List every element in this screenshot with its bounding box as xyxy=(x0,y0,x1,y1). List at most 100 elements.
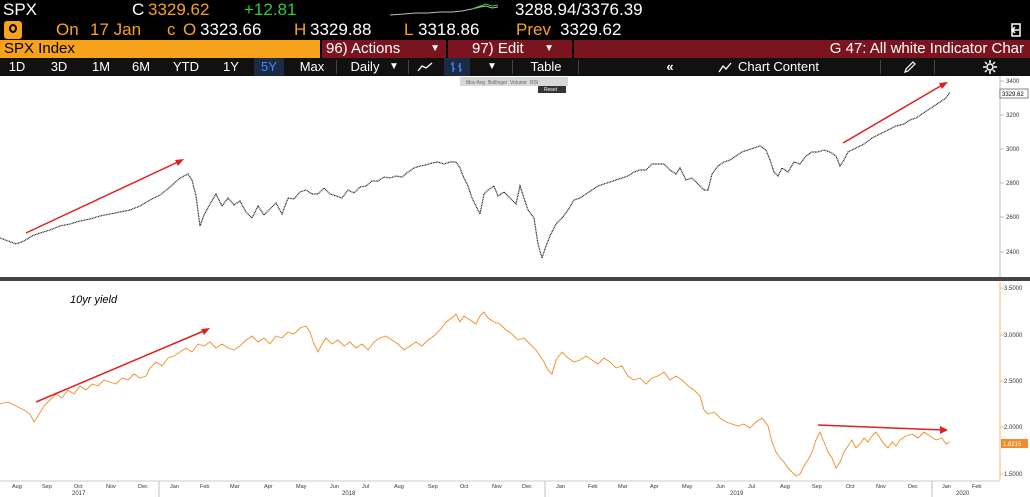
high-value: 3329.88 xyxy=(310,20,372,39)
top-price-axis: 3400 3200 3000 2800 2600 2400 3329.62 xyxy=(999,76,1029,278)
edit-menu[interactable]: 97) Edit ▼ xyxy=(448,40,572,58)
high-label: H xyxy=(294,20,307,39)
price-axis-tick: 3000 xyxy=(1006,147,1020,153)
prev-value: 3329.62 xyxy=(560,20,622,39)
price-axis-tick: 2800 xyxy=(1006,181,1020,187)
month-label: Sep xyxy=(428,484,438,490)
period-3d[interactable]: 3D xyxy=(50,59,68,74)
period-5y[interactable]: 5Y xyxy=(254,58,284,76)
period-toolbar: 1D 3D 1M 6M YTD 1Y 5Y Max Daily ▼ ▼ Tabl… xyxy=(0,58,1030,77)
trend-arrow xyxy=(25,159,184,234)
net-change: +12.81 xyxy=(244,0,297,19)
prev-label: Prev xyxy=(516,20,551,39)
yield-axis: 3.5000 3.0000 2.5000 2.0000 1.5000 1.821… xyxy=(999,282,1028,480)
chart-content-button[interactable]: Chart Content xyxy=(738,59,819,74)
yield-axis-tick: 1.5000 xyxy=(1004,472,1023,478)
collapse-icon[interactable]: « xyxy=(666,59,674,74)
legend-item: Bollinger xyxy=(488,80,508,86)
month-label: Oct xyxy=(846,484,855,490)
chevron-down-icon: ▼ xyxy=(544,43,554,54)
month-label: Nov xyxy=(106,484,116,490)
quote-date: 17 Jan xyxy=(90,20,142,39)
toolbar-row: SPX Index 96) Actions ▼ 97) Edit ▼ G 47:… xyxy=(0,40,1030,58)
edit-label: 97) Edit xyxy=(472,40,524,57)
month-label: Jan xyxy=(556,484,565,490)
trend-arrow xyxy=(35,328,210,403)
month-label: Mar xyxy=(618,484,628,490)
frequency-select[interactable]: Daily xyxy=(350,59,380,74)
table-button[interactable]: Table xyxy=(530,59,562,74)
chart-title: G 47: All white Indicator Char xyxy=(829,40,1024,57)
actions-label: 96) Actions xyxy=(326,40,401,57)
year-label: 2017 xyxy=(72,491,86,497)
chevron-down-icon[interactable]: ▼ xyxy=(487,61,497,72)
month-label: Jul xyxy=(748,484,755,490)
month-label: Sep xyxy=(812,484,822,490)
month-label: Oct xyxy=(74,484,83,490)
line-chart-icon[interactable] xyxy=(414,58,436,76)
month-label: Aug xyxy=(780,484,790,490)
month-labels: Aug Sep Oct Nov Dec Jan Feb Mar Apr May … xyxy=(12,484,981,490)
legend-item: Mov Avg xyxy=(466,80,485,86)
bar-chart-icon[interactable] xyxy=(444,58,470,76)
pencil-icon[interactable] xyxy=(902,58,918,76)
legend-item: RSI xyxy=(530,80,538,86)
period-ytd[interactable]: YTD xyxy=(173,59,199,74)
last-price: 3329.62 xyxy=(148,0,210,19)
month-label: Dec xyxy=(138,484,148,490)
month-label: Jul xyxy=(362,484,369,490)
chart-title-bar: G 47: All white Indicator Char xyxy=(574,40,1030,58)
yield-axis-tick: 3.5000 xyxy=(1004,286,1023,292)
month-label: Oct xyxy=(460,484,469,490)
intraday-sparkline xyxy=(390,3,499,16)
period-1d[interactable]: 1D xyxy=(8,59,26,74)
month-label: Aug xyxy=(12,484,22,490)
ticker-symbol[interactable]: SPX xyxy=(3,0,38,19)
spx-price-series xyxy=(0,91,951,261)
month-label: Jun xyxy=(716,484,725,490)
gear-icon[interactable] xyxy=(982,58,998,76)
yield-axis-tick: 2.0000 xyxy=(1004,425,1023,431)
last-yield-badge: 1.8215 xyxy=(1003,442,1022,448)
chart-content-icon[interactable] xyxy=(718,58,732,76)
actions-menu[interactable]: 96) Actions ▼ xyxy=(322,40,446,58)
low-value: 3318.86 xyxy=(418,20,480,39)
price-axis-tick: 2400 xyxy=(1006,250,1020,256)
yield-series xyxy=(0,311,951,477)
legend-item: Volume xyxy=(510,80,527,86)
export-icon[interactable] xyxy=(1010,23,1022,37)
open-value: 3323.66 xyxy=(200,20,262,39)
year-label: 2018 xyxy=(342,491,356,497)
period-6m[interactable]: 6M xyxy=(131,59,151,74)
low-label: L xyxy=(404,20,414,39)
yield-panel-label: 10yr yield xyxy=(70,294,118,306)
price-axis-tick: 3200 xyxy=(1006,113,1020,119)
chevron-down-icon: ▼ xyxy=(430,43,440,54)
last-price-badge: 3329.62 xyxy=(1002,92,1024,98)
legend-reset: Reset xyxy=(544,87,558,93)
alarm-icon[interactable] xyxy=(4,21,22,39)
period-1m[interactable]: 1M xyxy=(91,59,111,74)
chevron-down-icon[interactable]: ▼ xyxy=(389,61,399,72)
last-price-label: C xyxy=(132,0,145,19)
period-max[interactable]: Max xyxy=(299,59,325,74)
yield-axis-tick: 2.5000 xyxy=(1004,379,1023,385)
month-label: Jan xyxy=(170,484,179,490)
month-label: Sep xyxy=(42,484,52,490)
month-label: Apr xyxy=(650,484,659,490)
indicator-legend[interactable]: Mov Avg Bollinger Volume RSI Reset xyxy=(460,77,568,93)
day-range: 3288.94/3376.39 xyxy=(515,0,643,19)
month-label: Jan xyxy=(942,484,951,490)
period-1y[interactable]: 1Y xyxy=(223,59,239,74)
close-indicator: c xyxy=(167,20,176,39)
month-label: Apr xyxy=(264,484,273,490)
month-label: Feb xyxy=(200,484,209,490)
month-label: Feb xyxy=(972,484,981,490)
panel-divider[interactable] xyxy=(0,277,1030,281)
month-label: May xyxy=(682,484,693,490)
chart-area[interactable]: Mov Avg Bollinger Volume RSI Reset 3400 … xyxy=(0,76,1030,497)
security-field[interactable]: SPX Index xyxy=(0,40,320,58)
quote-header-row: SPX C 3329.62 +12.81 3288.94/3376.39 xyxy=(0,0,1030,20)
month-label: Aug xyxy=(394,484,404,490)
year-label: 2020 xyxy=(956,491,970,497)
